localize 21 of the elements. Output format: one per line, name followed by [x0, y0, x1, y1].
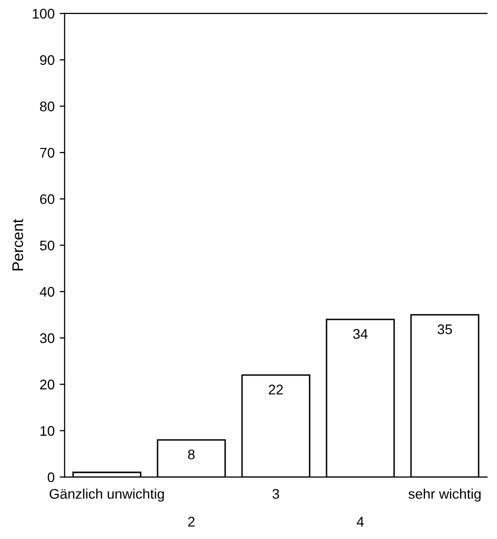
data-label: 8 [188, 450, 195, 460]
y-tick-label: 80 [40, 102, 54, 112]
y-tick-label: 0 [48, 472, 54, 482]
x-tick-label: 4 [356, 516, 364, 526]
data-label: 22 [268, 384, 283, 394]
y-tick-label: 50 [40, 240, 54, 250]
y-tick-label: 60 [40, 194, 54, 204]
x-tick-label: Gänzlich unwichtig [50, 488, 164, 502]
x-tick-label: 3 [272, 488, 280, 499]
y-tick-label: 70 [40, 148, 54, 158]
x-tick-label: sehr wichtig [408, 488, 481, 502]
y-tick-label: 30 [40, 333, 54, 344]
data-label: 34 [353, 329, 368, 339]
y-tick-label: 90 [40, 55, 54, 65]
y-axis-title: Percent [12, 219, 24, 270]
y-tick-label: 40 [40, 286, 54, 297]
y-tick-label: 10 [40, 426, 54, 436]
data-label: 35 [438, 324, 452, 334]
y-tick-label: 20 [40, 380, 54, 390]
x-tick-label: 2 [188, 516, 195, 526]
y-tick-label: 100 [32, 8, 54, 19]
